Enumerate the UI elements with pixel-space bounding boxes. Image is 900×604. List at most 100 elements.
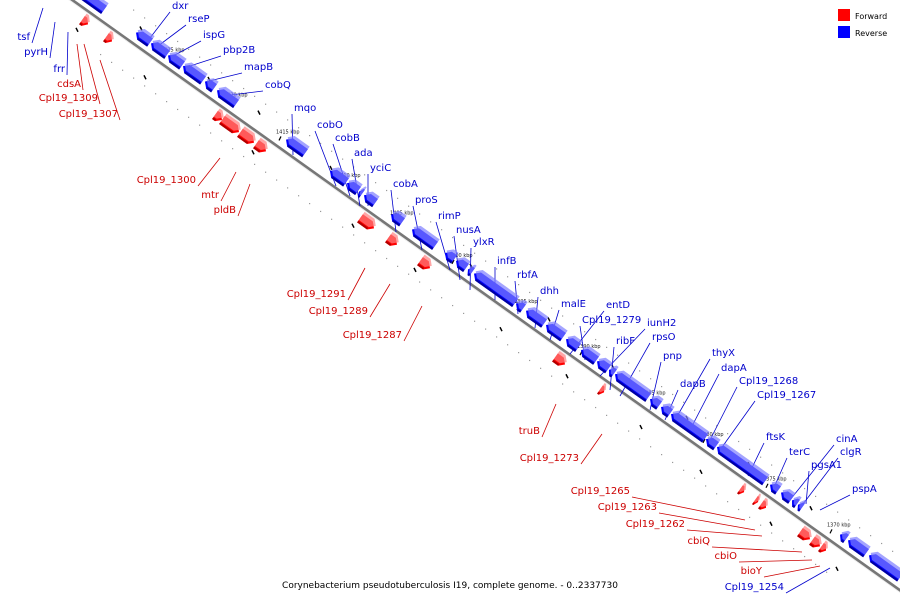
gene-feature-ada (357, 186, 367, 198)
tick-1370-kbp (829, 529, 833, 534)
gene-label-cpl19-1267: Cpl19_1267 (757, 390, 816, 401)
gene-feature-cpl19-1287 (417, 254, 432, 270)
gene-feature-cpl19-1300 (219, 113, 241, 134)
gene-label-cpl19-1265: Cpl19_1265 (571, 486, 630, 497)
track-dots (100, 9, 894, 573)
gene-label-ylxr: ylxR (473, 237, 495, 248)
genome-axis (69, 0, 900, 593)
gene-feature-terc (781, 488, 796, 504)
gene-feature-cpl19-1291 (357, 211, 376, 230)
gene-feature-ispg (168, 51, 187, 70)
gene-label-cpl19-1263: Cpl19_1263 (598, 502, 657, 513)
gene-label-ycic: yciC (370, 163, 391, 174)
gene-label-dhh: dhh (540, 286, 559, 297)
gene-label-cpl19-1309: Cpl19_1309 (39, 93, 98, 104)
gene-label-pspa: pspA (852, 484, 877, 495)
gene-feature-pgsa1 (792, 496, 802, 509)
gene-label-tsf: tsf (17, 32, 30, 43)
gene-feature-cpl19-1263 (752, 493, 761, 505)
gene-feature-cpl19-1254 (869, 551, 900, 582)
gene-label-cpl19-1273: Cpl19_1273 (520, 453, 579, 464)
gene-feature-ylxr (467, 264, 477, 277)
gene-label-pgsa1: pgsA1 (811, 460, 842, 471)
gene-label-cdsa: cdsA (57, 79, 81, 90)
gene-label-clgr: clgR (840, 447, 862, 458)
gene-feature-bioy (818, 540, 828, 553)
gene-feature-cpl19-1262 (758, 497, 768, 510)
gene-label-cbio: cbiO (715, 551, 738, 562)
gene-feature-pbp2b (183, 62, 208, 85)
gene-label-ispg: ispG (203, 30, 225, 41)
gene-feature-ftsk (770, 481, 783, 495)
gene-feature-ycic (364, 191, 380, 208)
gene-feature-rimp (445, 249, 459, 264)
gene-label-infb: infB (497, 256, 517, 267)
gene-label-ftsk: ftsK (766, 432, 785, 443)
gene-label-mqo: mqo (294, 103, 316, 114)
legend-reverse-swatch (838, 26, 850, 38)
gene-label-cpl19-1300: Cpl19_1300 (137, 175, 196, 186)
gene-label-iunh2: iunH2 (647, 318, 676, 329)
legend: Forward Reverse (838, 9, 887, 38)
gene-label-mapb: mapB (244, 62, 273, 73)
gene-feature-cpl19-1309 (103, 30, 114, 44)
gene-feature-tsf (80, 0, 109, 14)
tick-label-1415-kbp: 1415 kbp (276, 129, 300, 135)
gene-label-cpl19-1291: Cpl19_1291 (287, 289, 346, 300)
gene-feature-thyx (671, 410, 710, 443)
gene-feature-cbio (809, 534, 822, 548)
gene-label-cobo: cobO (317, 120, 343, 131)
gene-label-cpl19-1289: Cpl19_1289 (309, 306, 368, 317)
gene-feature-pros (412, 225, 440, 250)
gene-label-cina: cinA (836, 434, 858, 445)
tick-1375-kbp (765, 483, 769, 489)
gene-feature-dapa (706, 435, 721, 451)
gene-feature-dxr (136, 29, 155, 47)
gene-feature-cdsa (79, 13, 90, 26)
gene-label-dapa: dapA (721, 363, 747, 374)
gene-label-dxr: dxr (172, 1, 189, 12)
gene-feature-mapb (205, 78, 219, 93)
gene-feature-mtr (237, 126, 256, 144)
tick-1380-kbp (702, 438, 706, 444)
gene-label-cpl19-1254: Cpl19_1254 (725, 582, 784, 593)
gene-label-cpl19-1268: Cpl19_1268 (739, 376, 798, 387)
gene-label-nusa: nusA (456, 225, 481, 236)
gene-label-entd: entD (606, 300, 630, 311)
gene-label-pros: proS (415, 195, 438, 206)
tick-label-1375-kbp: 1375 kbp (763, 477, 787, 483)
gene-feature-rpso (615, 370, 653, 402)
gene-feature-pldb (253, 137, 268, 153)
gene-label-coba: cobA (393, 179, 418, 190)
tick-label-1380-kbp: 1380 kbp (700, 432, 724, 438)
gene-feature-iunh2 (597, 357, 613, 374)
gene-feature-nusa (456, 257, 471, 273)
legend-forward-swatch (838, 9, 850, 21)
gene-label-male: malE (561, 299, 586, 310)
gene-label-rimp: rimP (438, 211, 461, 222)
tick-label-1425-kbp: 1425 kbp (161, 47, 185, 53)
gene-label-rpso: rpsO (652, 332, 676, 343)
gene-feature-dapb (661, 403, 675, 418)
gene-feature-cobq (217, 86, 241, 109)
gene-label-cpl19-1287: Cpl19_1287 (343, 330, 402, 341)
gene-label-terc: terC (789, 447, 810, 458)
gene-feature-male (546, 321, 568, 342)
gene-label-pyrh: pyrH (24, 47, 48, 58)
gene-feature-cobb (347, 179, 363, 196)
gene-feature-cpl19-1279 (581, 346, 601, 365)
gene-label-bioy: bioY (741, 566, 763, 577)
gene-label-trub: truB (519, 426, 540, 437)
gene-feature-entd (566, 335, 583, 352)
leader-lines (31, 7, 851, 594)
gene-label-ada: ada (354, 148, 373, 159)
gene-feature-rbfa (516, 299, 528, 313)
gene-label-pnp: pnp (663, 351, 682, 362)
gene-feature-pspa (848, 536, 871, 558)
gene-label-dapb: dapB (680, 379, 706, 390)
gene-label-cpl19-1262: Cpl19_1262 (626, 519, 685, 530)
genome-caption: Corynebacterium pseudotuberculosis I19, … (282, 581, 618, 591)
gene-feature-cina (797, 499, 807, 512)
legend-reverse-label: Reverse (855, 29, 887, 38)
